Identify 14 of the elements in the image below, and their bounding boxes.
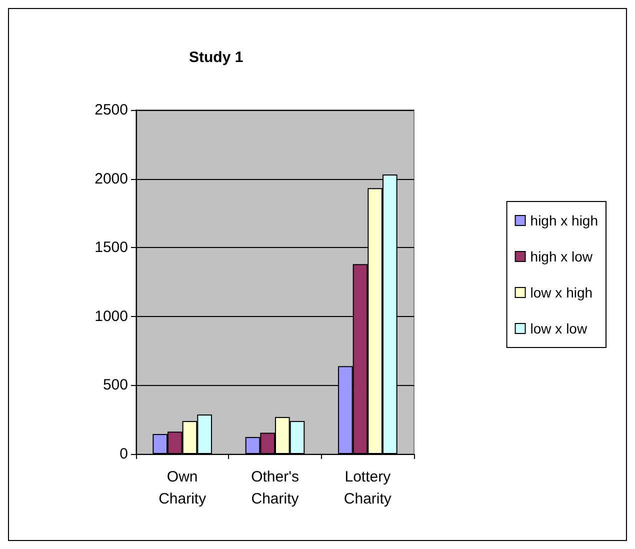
x-tick-label: Own Charity bbox=[158, 468, 207, 508]
legend-label: high x low bbox=[530, 248, 594, 264]
legend-label: low x high bbox=[530, 284, 593, 300]
x-tick-label: Lottery Charity bbox=[344, 468, 392, 508]
x-tick-label: Other's Charity bbox=[251, 468, 300, 508]
y-tick-label: 500 bbox=[102, 376, 128, 394]
y-tick-label: 2000 bbox=[94, 170, 128, 188]
legend-label: low x low bbox=[530, 320, 588, 336]
chart-title: Study 1 bbox=[189, 49, 244, 66]
y-tick-label: 0 bbox=[120, 446, 128, 462]
y-tick-label: 1000 bbox=[94, 308, 128, 325]
legend-label: high x high bbox=[530, 212, 598, 228]
y-tick-label: 1500 bbox=[94, 239, 128, 256]
y-tick-label: 2500 bbox=[94, 102, 128, 118]
